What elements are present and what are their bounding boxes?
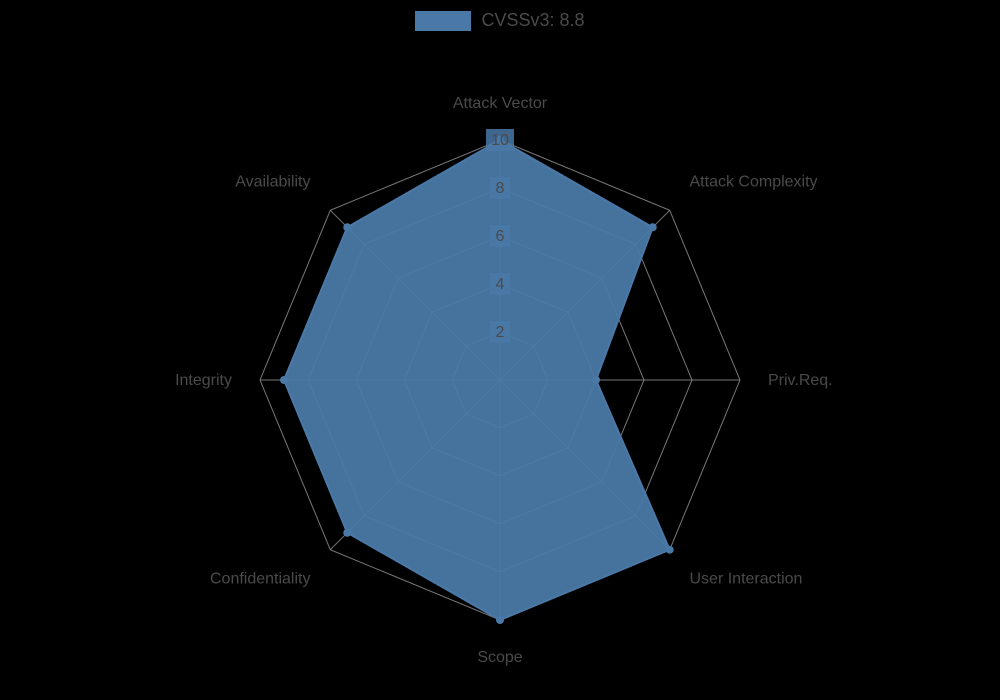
tick-label: 2	[496, 324, 505, 341]
tick-label: 8	[496, 180, 505, 197]
axis-label: Priv.Req.	[768, 372, 833, 389]
series-point	[343, 529, 351, 537]
radar-chart: 2 4 6 8 10 Attack Vector Attack Complexity Priv…	[0, 0, 1000, 700]
axis-label: Availability	[235, 173, 310, 190]
legend-label: CVSSv3: 8.8	[481, 10, 584, 31]
axis-label: Confidentiality	[210, 571, 311, 588]
legend-swatch	[415, 11, 471, 31]
series-point	[343, 223, 351, 231]
series-point	[649, 223, 657, 231]
series-point	[496, 616, 504, 624]
axis-label: Scope	[477, 649, 522, 666]
axis-label: Attack Vector	[453, 95, 548, 112]
axis-label: User Interaction	[690, 571, 803, 588]
axis-label: Integrity	[175, 372, 232, 389]
axis-label: Attack Complexity	[690, 173, 818, 190]
series-point	[666, 546, 674, 554]
legend: CVSSv3: 8.8	[0, 10, 1000, 36]
tick-label: 4	[496, 276, 505, 293]
tick-label: 6	[496, 228, 505, 245]
tick-label: 10	[491, 132, 509, 149]
series-point	[592, 376, 600, 384]
series-point	[280, 376, 288, 384]
